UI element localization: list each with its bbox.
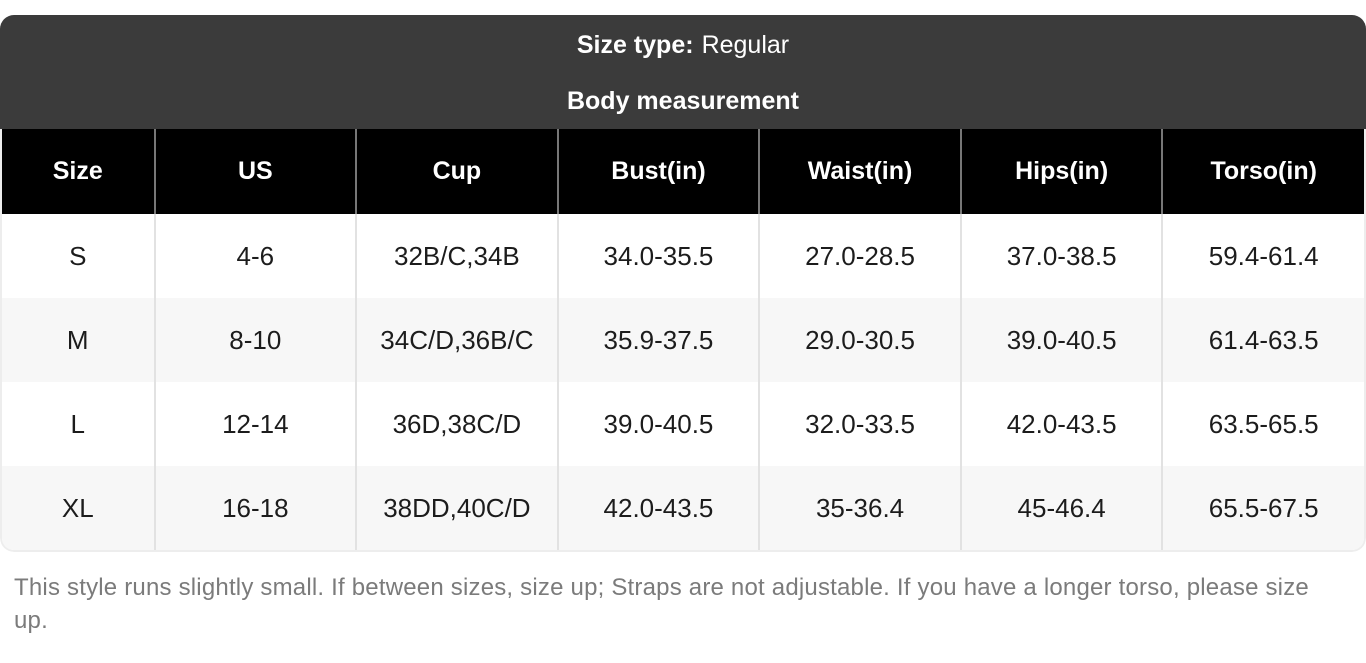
table-cell: 65.5-67.5 <box>1161 466 1364 550</box>
table-cell: 39.0-40.5 <box>959 298 1163 382</box>
column-header-hips: Hips(in) <box>959 129 1163 214</box>
table-cell: 45-46.4 <box>959 466 1163 550</box>
table-cell: 8-10 <box>153 298 357 382</box>
table-cell: 32B/C,34B <box>355 214 558 298</box>
table-row-l: L 12-14 36D,38C/D 39.0-40.5 32.0-33.5 42… <box>2 382 1364 466</box>
size-chart-banner: Size type: Regular Body measurement <box>0 15 1366 129</box>
table-cell: 61.4-63.5 <box>1161 298 1364 382</box>
table-cell: 38DD,40C/D <box>355 466 558 550</box>
column-header-waist: Waist(in) <box>758 129 961 214</box>
table-cell: 36D,38C/D <box>355 382 558 466</box>
column-header-us: US <box>153 129 357 214</box>
table-cell: 63.5-65.5 <box>1161 382 1364 466</box>
table-row-m: M 8-10 34C/D,36B/C 35.9-37.5 29.0-30.5 3… <box>2 298 1364 382</box>
table-cell: 34.0-35.5 <box>556 214 760 298</box>
table-cell: XL <box>2 466 155 550</box>
table-cell: 42.0-43.5 <box>556 466 760 550</box>
size-chart-card: Size type: Regular Body measurement Size … <box>0 15 1366 552</box>
table-cell: 35.9-37.5 <box>556 298 760 382</box>
sizing-note: This style runs slightly small. If betwe… <box>14 574 1309 634</box>
size-type-line: Size type: Regular <box>0 29 1366 61</box>
size-type-label: Size type: <box>576 31 694 59</box>
table-cell: 59.4-61.4 <box>1161 214 1364 298</box>
column-header-bust: Bust(in) <box>556 129 760 214</box>
table-cell: 37.0-38.5 <box>959 214 1163 298</box>
table-cell: 27.0-28.5 <box>758 214 961 298</box>
table-cell: M <box>2 298 155 382</box>
table-row-s: S 4-6 32B/C,34B 34.0-35.5 27.0-28.5 37.0… <box>2 214 1364 298</box>
column-header-cup: Cup <box>355 129 558 214</box>
table-cell: 34C/D,36B/C <box>355 298 558 382</box>
table-row-xl: XL 16-18 38DD,40C/D 42.0-43.5 35-36.4 45… <box>2 466 1364 550</box>
table-cell: S <box>2 214 155 298</box>
table-cell: 42.0-43.5 <box>959 382 1163 466</box>
column-header-torso: Torso(in) <box>1161 129 1364 214</box>
table-cell: 16-18 <box>153 466 357 550</box>
size-table-body: S 4-6 32B/C,34B 34.0-35.5 27.0-28.5 37.0… <box>2 214 1364 550</box>
table-cell: L <box>2 382 155 466</box>
table-cell: 35-36.4 <box>758 466 961 550</box>
size-type-value: Regular <box>701 31 790 59</box>
table-cell: 4-6 <box>153 214 357 298</box>
table-cell: 32.0-33.5 <box>758 382 961 466</box>
body-measurement-title: Body measurement <box>566 87 800 115</box>
table-cell: 39.0-40.5 <box>556 382 760 466</box>
size-table-wrap: Size US Cup Bust(in) Waist(in) Hips(in) … <box>0 129 1366 552</box>
table-cell: 29.0-30.5 <box>758 298 961 382</box>
column-header-size: Size <box>2 129 155 214</box>
header-row: Size US Cup Bust(in) Waist(in) Hips(in) … <box>2 129 1364 214</box>
table-cell: 12-14 <box>153 382 357 466</box>
size-table-head: Size US Cup Bust(in) Waist(in) Hips(in) … <box>2 129 1364 214</box>
size-table: Size US Cup Bust(in) Waist(in) Hips(in) … <box>2 129 1364 550</box>
